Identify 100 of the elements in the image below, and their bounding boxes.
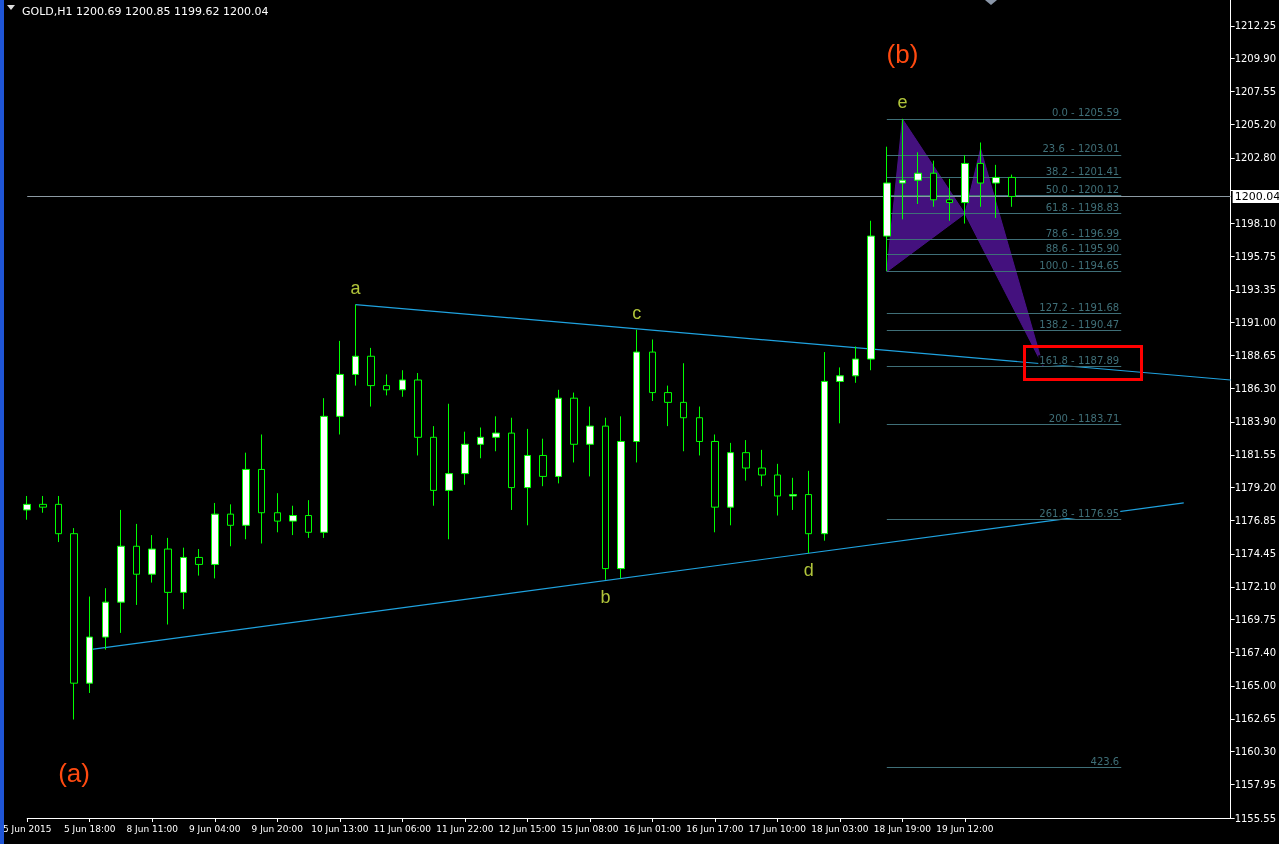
- candlestick: [727, 442, 734, 526]
- x-tick-label: 5 Jun 18:00: [64, 823, 116, 834]
- candlestick: [742, 439, 750, 482]
- y-tick-label: 1186.30: [1234, 382, 1277, 394]
- x-tick-label: 10 Jun 13:00: [311, 823, 369, 834]
- annotation: e: [897, 91, 908, 112]
- annotation: 138.2 - 1190.47: [1039, 318, 1120, 330]
- candlestick: [336, 340, 344, 435]
- x-tick-label: 17 Jun 10:00: [748, 823, 807, 834]
- x-tick-label: 9 Jun 04:00: [189, 823, 241, 834]
- y-tick-label: 1181.55: [1234, 449, 1277, 461]
- candlestick: [930, 160, 937, 208]
- y-tick-label: 1209.90: [1234, 53, 1277, 65]
- candlestick: [320, 397, 328, 539]
- y-tick-label: 1205.20: [1234, 118, 1277, 130]
- x-tick-label: 11 Jun 22:00: [436, 823, 494, 834]
- y-tick-label: 1193.35: [1234, 284, 1277, 296]
- annotation: 161.8 - 1187.89: [1039, 354, 1120, 366]
- y-tick-label: 1207.55: [1234, 86, 1277, 98]
- y-tick-label: 1195.75: [1234, 250, 1277, 262]
- candlestick: [55, 495, 62, 543]
- y-tick-label: 1212.25: [1234, 20, 1277, 32]
- annotation: a: [350, 277, 362, 298]
- candlestick: [148, 534, 156, 584]
- annotation: c: [632, 302, 642, 323]
- annotation: b: [600, 586, 611, 607]
- candlestick: [492, 415, 500, 452]
- y-tick-label: 1202.80: [1234, 152, 1277, 164]
- candlestick: [274, 492, 281, 533]
- candlestick: [680, 362, 687, 452]
- y-tick-label: 1157.95: [1234, 778, 1277, 790]
- candlestick: [430, 425, 437, 507]
- candlestick: [992, 164, 1000, 219]
- candlestick: [821, 351, 828, 542]
- candlestick: [164, 537, 172, 625]
- candlestick: [195, 548, 203, 577]
- candlestick: [555, 389, 562, 484]
- annotation: 78.6 - 1196.99: [1045, 227, 1120, 239]
- candlestick: [477, 427, 484, 459]
- x-tick-label: 5 Jun 2015: [3, 823, 52, 834]
- candlestick: [508, 417, 515, 511]
- x-tick-label: 15 Jun 08:00: [561, 823, 619, 834]
- x-tick-label: 16 Jun 17:00: [686, 823, 744, 834]
- candlestick: [524, 428, 531, 526]
- candlestick: [102, 587, 109, 651]
- text: GOLD,H1 1200.69 1200.85 1199.62 1200.04: [22, 5, 269, 18]
- candlestick: [696, 406, 703, 456]
- candlestick: [23, 495, 31, 521]
- candlestick: [289, 505, 297, 536]
- annotation: 38.2 - 1201.41: [1045, 165, 1120, 177]
- candlestick: [602, 417, 609, 581]
- y-tick-label: 1183.90: [1234, 416, 1277, 428]
- annotation: 200 - 1183.71: [1048, 413, 1120, 425]
- candlestick: [461, 431, 469, 486]
- candlestick: [977, 142, 984, 208]
- candlestick: [445, 403, 453, 540]
- y-tick-label: 1198.10: [1234, 218, 1277, 230]
- annotation: 23.6 - 1203.01: [1042, 143, 1120, 155]
- y-tick-label: 1167.40: [1234, 646, 1277, 658]
- annotation: 50.0 - 1200.12: [1045, 183, 1120, 195]
- annotation: 423.6: [1090, 755, 1120, 767]
- candlestick: [836, 366, 844, 424]
- annotation: 61.8 - 1198.83: [1045, 201, 1120, 213]
- candlestick: [586, 406, 594, 477]
- candlestick: [883, 146, 891, 272]
- x-tick-label: 9 Jun 20:00: [251, 823, 304, 834]
- annotation: 100.0 - 1194.65: [1039, 260, 1120, 272]
- candlestick: [227, 503, 234, 547]
- candlestick: [617, 415, 625, 579]
- candlestick: [180, 547, 187, 610]
- candlestick: [805, 470, 812, 554]
- y-tick-label: 1191.00: [1234, 317, 1277, 329]
- candlestick: [1008, 174, 1016, 208]
- candlestick: [539, 438, 547, 487]
- y-tick-label: 1179.20: [1234, 482, 1277, 494]
- candlestick: [86, 596, 93, 694]
- y-tick-label: 1174.45: [1234, 548, 1277, 560]
- x-tick-label: 8 Jun 11:00: [126, 823, 179, 834]
- x-tick-label: 11 Jun 06:00: [373, 823, 432, 834]
- candlestick: [399, 369, 406, 398]
- candlestick: [711, 434, 719, 533]
- candlestick: [258, 434, 265, 544]
- y-tick-label: 1162.65: [1234, 713, 1277, 725]
- annotation: d: [803, 560, 814, 581]
- annotation: 0.0 - 1205.59: [1052, 107, 1120, 119]
- candlestick: [789, 477, 797, 511]
- x-tick-label: 19 Jun 12:00: [936, 823, 994, 834]
- annotation: (a): [58, 757, 90, 788]
- candlestick: [383, 373, 390, 396]
- candlestick: [367, 347, 375, 408]
- candlestick: [914, 151, 922, 205]
- candlestick: [867, 220, 875, 371]
- y-tick-label: 1176.85: [1234, 514, 1277, 526]
- candlestick: [633, 329, 640, 463]
- x-tick-label: 18 Jun 19:00: [873, 823, 932, 834]
- annotation: 261.8 - 1176.95: [1039, 507, 1120, 519]
- y-tick-label: 1188.65: [1234, 350, 1277, 362]
- y-tick-label: 1169.75: [1234, 614, 1277, 626]
- candlestick: [570, 392, 578, 463]
- annotation: 88.6 - 1195.90: [1045, 242, 1120, 254]
